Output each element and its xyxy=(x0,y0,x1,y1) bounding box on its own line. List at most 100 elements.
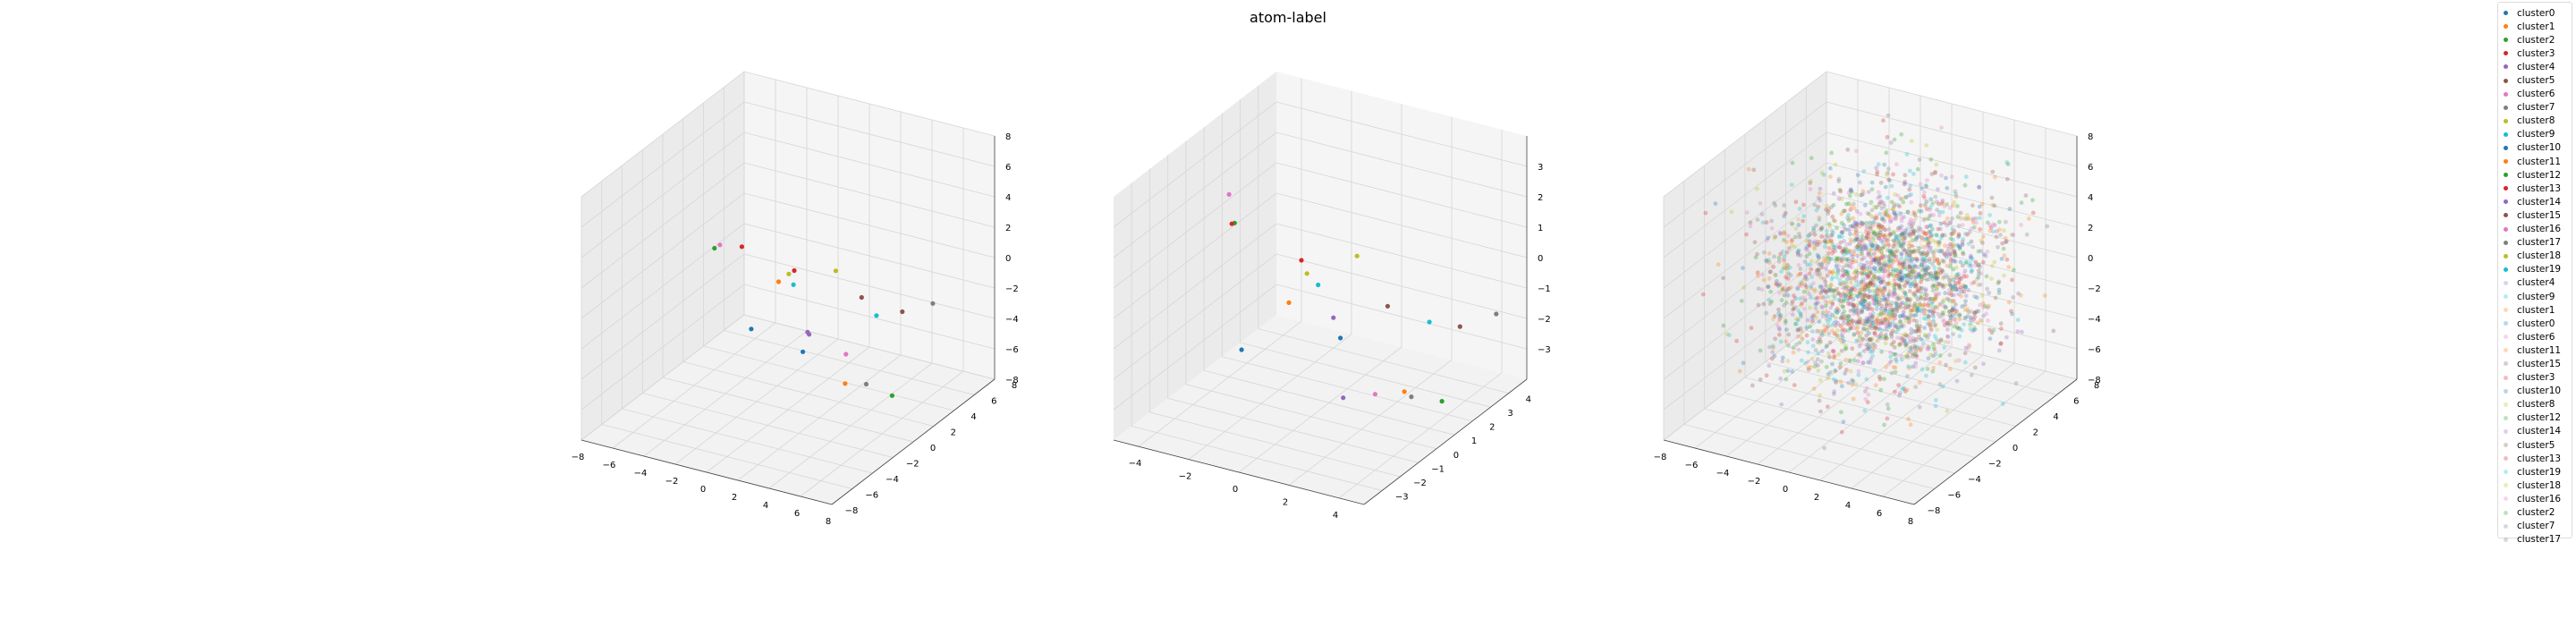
cloud-point xyxy=(1800,336,1805,342)
cloud-point xyxy=(1825,343,1829,348)
legend-marker xyxy=(2504,131,2508,137)
cloud-point xyxy=(1761,301,1767,307)
cloud-point xyxy=(1887,289,1893,294)
cloud-point xyxy=(1769,225,1775,231)
cloud-point xyxy=(1861,244,1867,250)
cloud-point xyxy=(1962,274,1966,279)
cloud-point xyxy=(1950,216,1955,221)
cloud-point xyxy=(1877,247,1882,251)
cloud-point xyxy=(1932,323,1937,328)
cloud-point xyxy=(1909,313,1913,318)
cloud-point xyxy=(1925,250,1930,255)
cloud-point xyxy=(1776,255,1782,260)
cloud-point xyxy=(1928,304,1932,309)
cloud-point xyxy=(1830,289,1835,293)
cloud-point xyxy=(1878,277,1884,282)
cloud-point xyxy=(1885,248,1890,253)
cloud-point xyxy=(1795,250,1801,255)
cloud-point xyxy=(1912,284,1917,288)
cloud-point xyxy=(1773,234,1778,240)
cloud-point xyxy=(1884,237,1888,242)
cloud-point xyxy=(1822,323,1826,328)
cloud-point xyxy=(1881,266,1886,270)
legend-marker xyxy=(2504,145,2508,150)
cloud-point xyxy=(1936,275,1941,280)
cloud-point xyxy=(1866,392,1871,397)
cloud-point xyxy=(1931,309,1936,314)
cloud-point xyxy=(1819,284,1824,289)
cloud-point xyxy=(1990,263,1995,268)
cloud-point xyxy=(1848,208,1853,212)
cloud-point xyxy=(1913,282,1919,286)
cloud-point xyxy=(1901,309,1906,314)
cloud-point xyxy=(1901,241,1906,246)
cloud-point xyxy=(1848,262,1852,267)
cloud-point xyxy=(1774,282,1778,286)
cloud-point xyxy=(1940,275,1945,281)
cloud-point xyxy=(1892,137,1897,142)
cloud-point xyxy=(1940,312,1945,318)
cloud-point xyxy=(1952,249,1957,253)
cloud-point xyxy=(1819,349,1825,353)
cloud-point xyxy=(1925,264,1929,269)
cloud-point xyxy=(1840,311,1845,317)
cloud-point xyxy=(1861,289,1867,293)
cloud-point xyxy=(1953,302,1958,307)
cloud-point xyxy=(1809,267,1814,272)
cloud-point xyxy=(1882,377,1886,382)
cloud-point xyxy=(1888,323,1893,328)
cloud-point xyxy=(1928,319,1932,324)
cloud-point xyxy=(2010,277,2014,283)
cloud-point xyxy=(1741,266,1745,271)
cloud-point xyxy=(1859,243,1864,249)
cloud-point xyxy=(1912,301,1918,307)
cloud-point xyxy=(1907,232,1912,237)
cloud-point xyxy=(1868,243,1872,248)
cloud-point xyxy=(1912,291,1918,295)
cloud-point xyxy=(1904,226,1910,232)
y-tick-label: −2 xyxy=(1413,479,1427,488)
scatter-point-cluster12 xyxy=(889,393,895,398)
cloud-point xyxy=(1773,336,1777,342)
cloud-point xyxy=(1936,187,1940,192)
cloud-point xyxy=(1839,410,1843,415)
cloud-point xyxy=(1890,216,1895,222)
cloud-point xyxy=(1956,280,1962,285)
cloud-point xyxy=(1877,256,1883,261)
cloud-point xyxy=(1868,224,1873,229)
cloud-point xyxy=(1889,333,1894,337)
cloud-point xyxy=(1969,253,1974,258)
cloud-point xyxy=(1809,314,1815,318)
cloud-point xyxy=(1963,232,1968,236)
cloud-point xyxy=(1859,330,1864,335)
cloud-point xyxy=(1839,197,1844,201)
cloud-point xyxy=(2019,223,2024,227)
cloud-point xyxy=(1782,292,1787,298)
cloud-point xyxy=(1819,171,1825,175)
cloud-point xyxy=(1885,301,1891,305)
cloud-point xyxy=(1893,324,1898,329)
cloud-point xyxy=(1996,348,2002,353)
cloud-point xyxy=(1883,341,1888,346)
cloud-point xyxy=(1923,334,1928,338)
cloud-point xyxy=(1784,250,1790,255)
cloud-point xyxy=(1807,251,1812,257)
cloud-point xyxy=(1855,253,1860,258)
cloud-point xyxy=(1741,360,1746,366)
cloud-point xyxy=(1885,134,1890,140)
cloud-point xyxy=(1814,208,1819,213)
cloud-point xyxy=(1812,202,1818,208)
cloud-point xyxy=(1796,263,1801,267)
cloud-point xyxy=(1938,270,1944,275)
cloud-point xyxy=(1859,280,1864,285)
cloud-point xyxy=(1951,277,1956,283)
cloud-point xyxy=(1856,319,1860,325)
cloud-point xyxy=(1713,201,1718,207)
cloud-point xyxy=(1903,343,1909,349)
legend-label: cluster13 xyxy=(2517,453,2562,464)
cloud-point xyxy=(1931,255,1936,260)
cloud-point xyxy=(1977,226,1982,232)
cloud-point xyxy=(1930,250,1936,256)
cloud-point xyxy=(1915,288,1920,293)
cloud-point xyxy=(1962,284,1968,290)
